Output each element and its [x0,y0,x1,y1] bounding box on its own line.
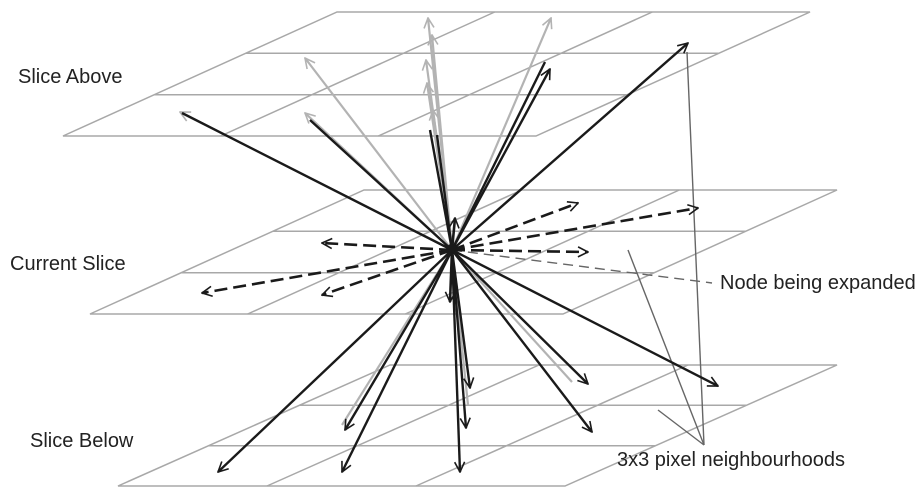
arrow [450,249,466,428]
arrow [451,203,578,252]
arrow [451,248,718,388]
label-slice-above: Slice Above [18,66,123,88]
arrow [451,249,588,384]
label-pixel-neighbourhoods: 3x3 pixel neighbourhoods [617,449,845,471]
arrow [451,43,688,251]
arrow [450,18,551,251]
arrow [450,249,470,388]
arrows-in-current-slice [202,203,698,295]
current-slice-plane [89,189,838,315]
arrow [450,249,460,472]
label-current-slice: Current Slice [10,253,126,275]
slice-above-plane [62,11,811,137]
arrow [202,248,453,293]
arrow [432,35,454,251]
arrow [450,69,552,251]
neighbourhood-pointer-current [627,249,705,446]
arrow-shafts-above-dark [181,61,547,252]
arrow [340,249,454,472]
arrow [451,208,698,252]
arrow [451,249,592,432]
arrows-to-slice-above-dark [450,43,688,251]
label-node-being-expanded: Node being expanded [720,272,916,294]
arrow [218,249,453,472]
arrow [322,248,453,295]
arrow [343,249,454,430]
annotation-pointer-lines [451,51,713,446]
arrows-to-slice-below-dark [218,248,718,472]
neighbourhood-pointer-below [657,409,705,446]
label-slice-below: Slice Below [30,430,134,452]
arrow [451,250,588,252]
neighbourhood-pointer-above [686,51,705,446]
arrow [305,58,453,251]
node-being-expanded [447,243,457,253]
arrow [322,243,453,252]
node-pointer-line [451,249,713,284]
